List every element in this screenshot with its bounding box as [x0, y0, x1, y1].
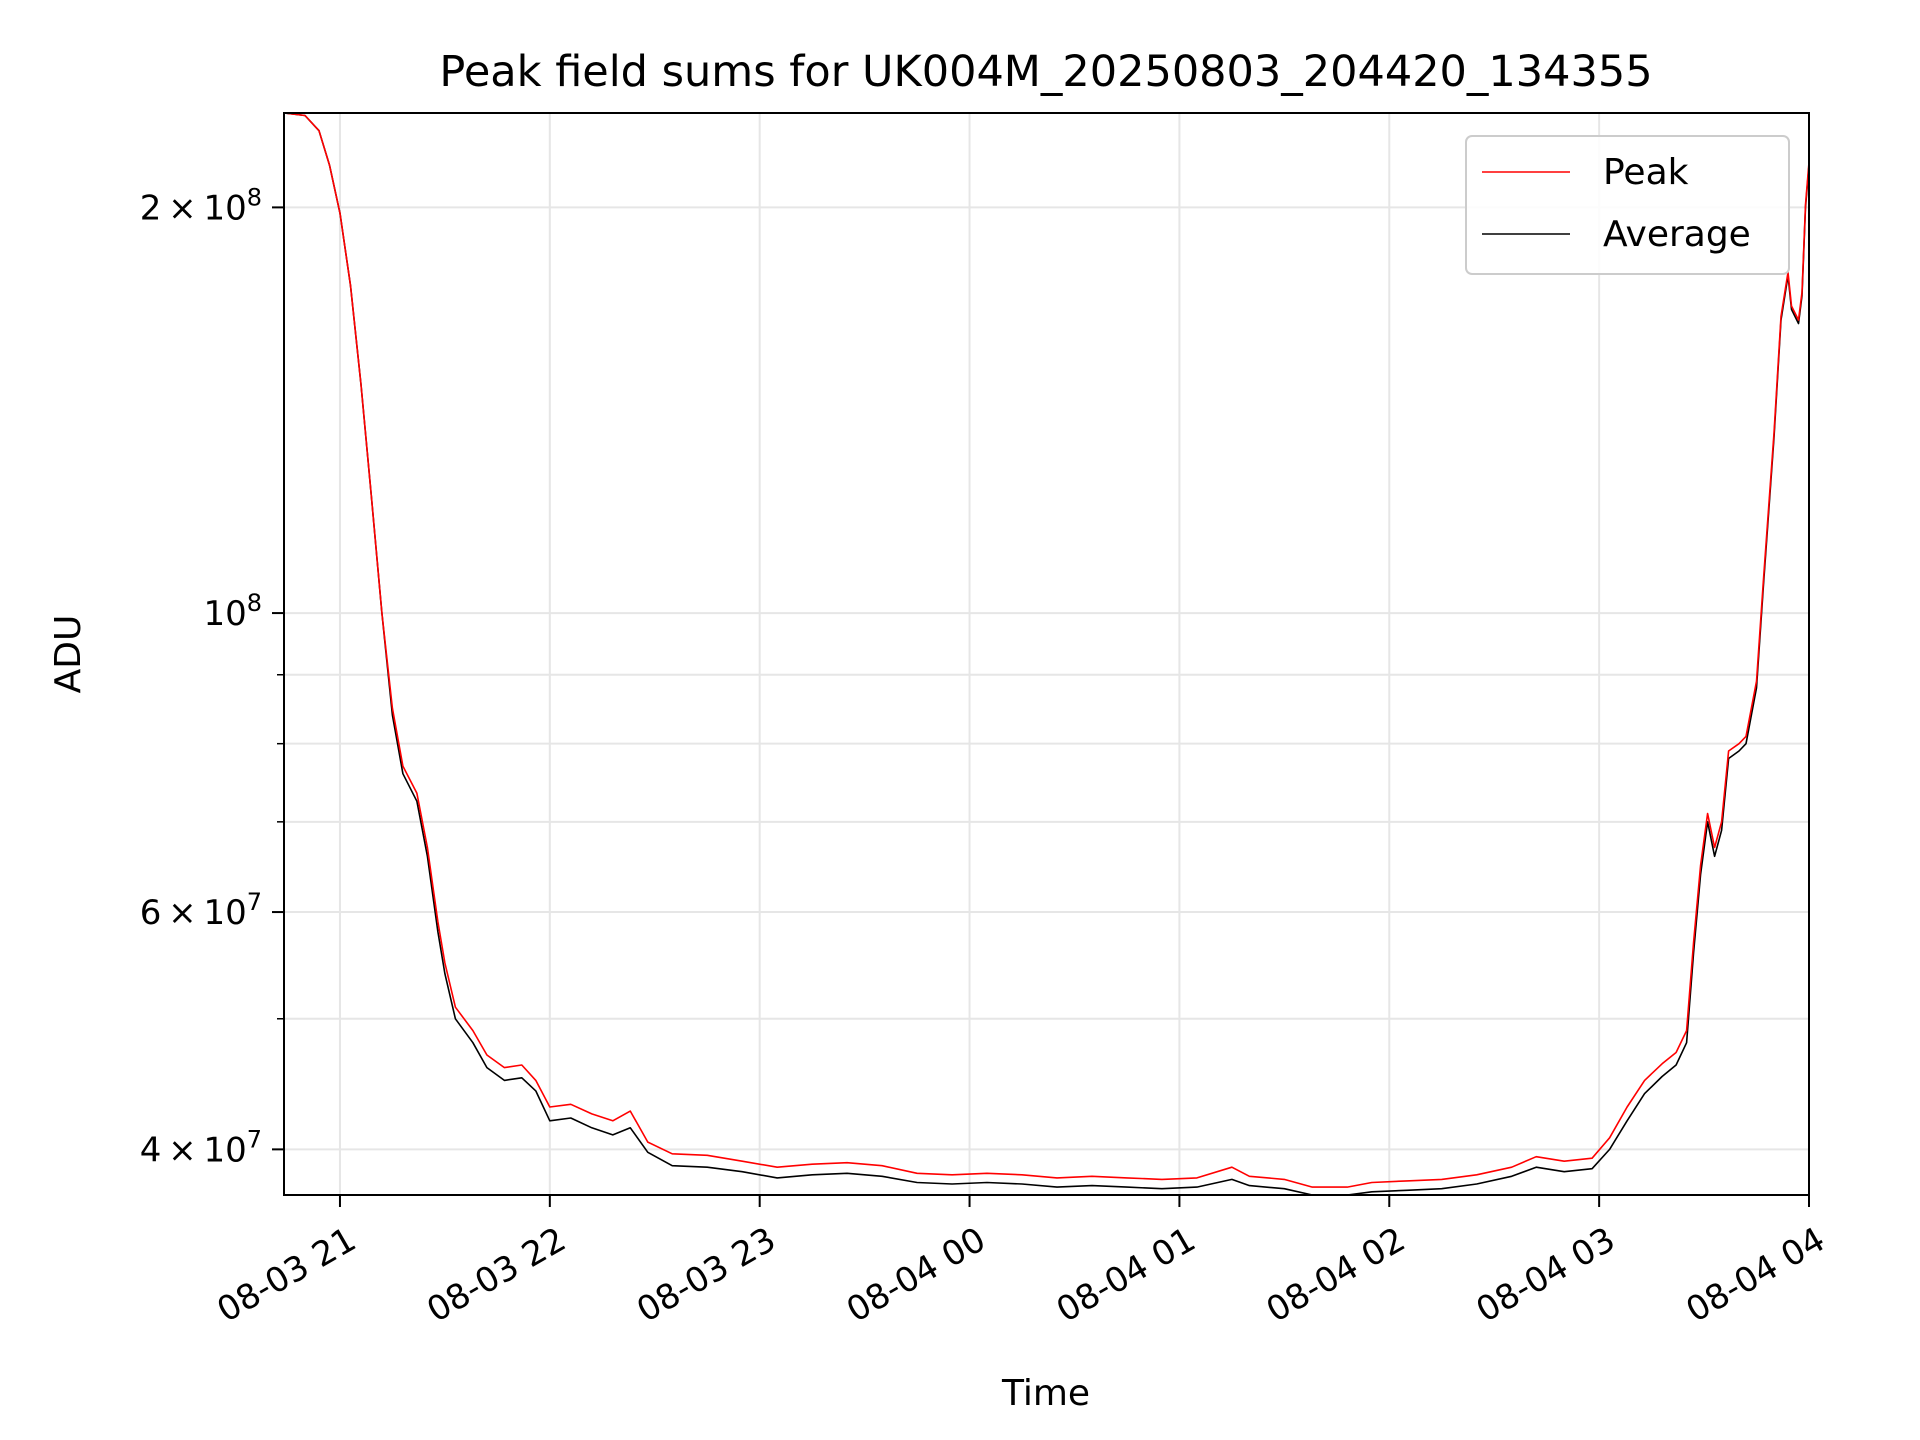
legend-label-average: Average	[1603, 214, 1751, 255]
legend-box	[1465, 135, 1790, 275]
legend: Peak Average	[1465, 135, 1790, 275]
y-axis-label: ADU	[48, 615, 89, 694]
plot-frame	[283, 112, 1810, 1196]
y-tick-label: 4 × 107	[140, 1125, 262, 1170]
y-tick-label: 2 × 108	[140, 183, 262, 228]
plot-series	[283, 112, 1810, 1196]
series-line-average	[283, 112, 1810, 1196]
series-line-peak	[283, 112, 1810, 1188]
y-tick-label: 108	[203, 589, 262, 634]
legend-label-peak: Peak	[1603, 152, 1689, 193]
x-axis-label: Time	[1001, 1373, 1090, 1414]
chart-title: Peak field sums for UK004M_20250803_2044…	[439, 47, 1652, 97]
y-tick-label: 6 × 107	[140, 888, 262, 933]
